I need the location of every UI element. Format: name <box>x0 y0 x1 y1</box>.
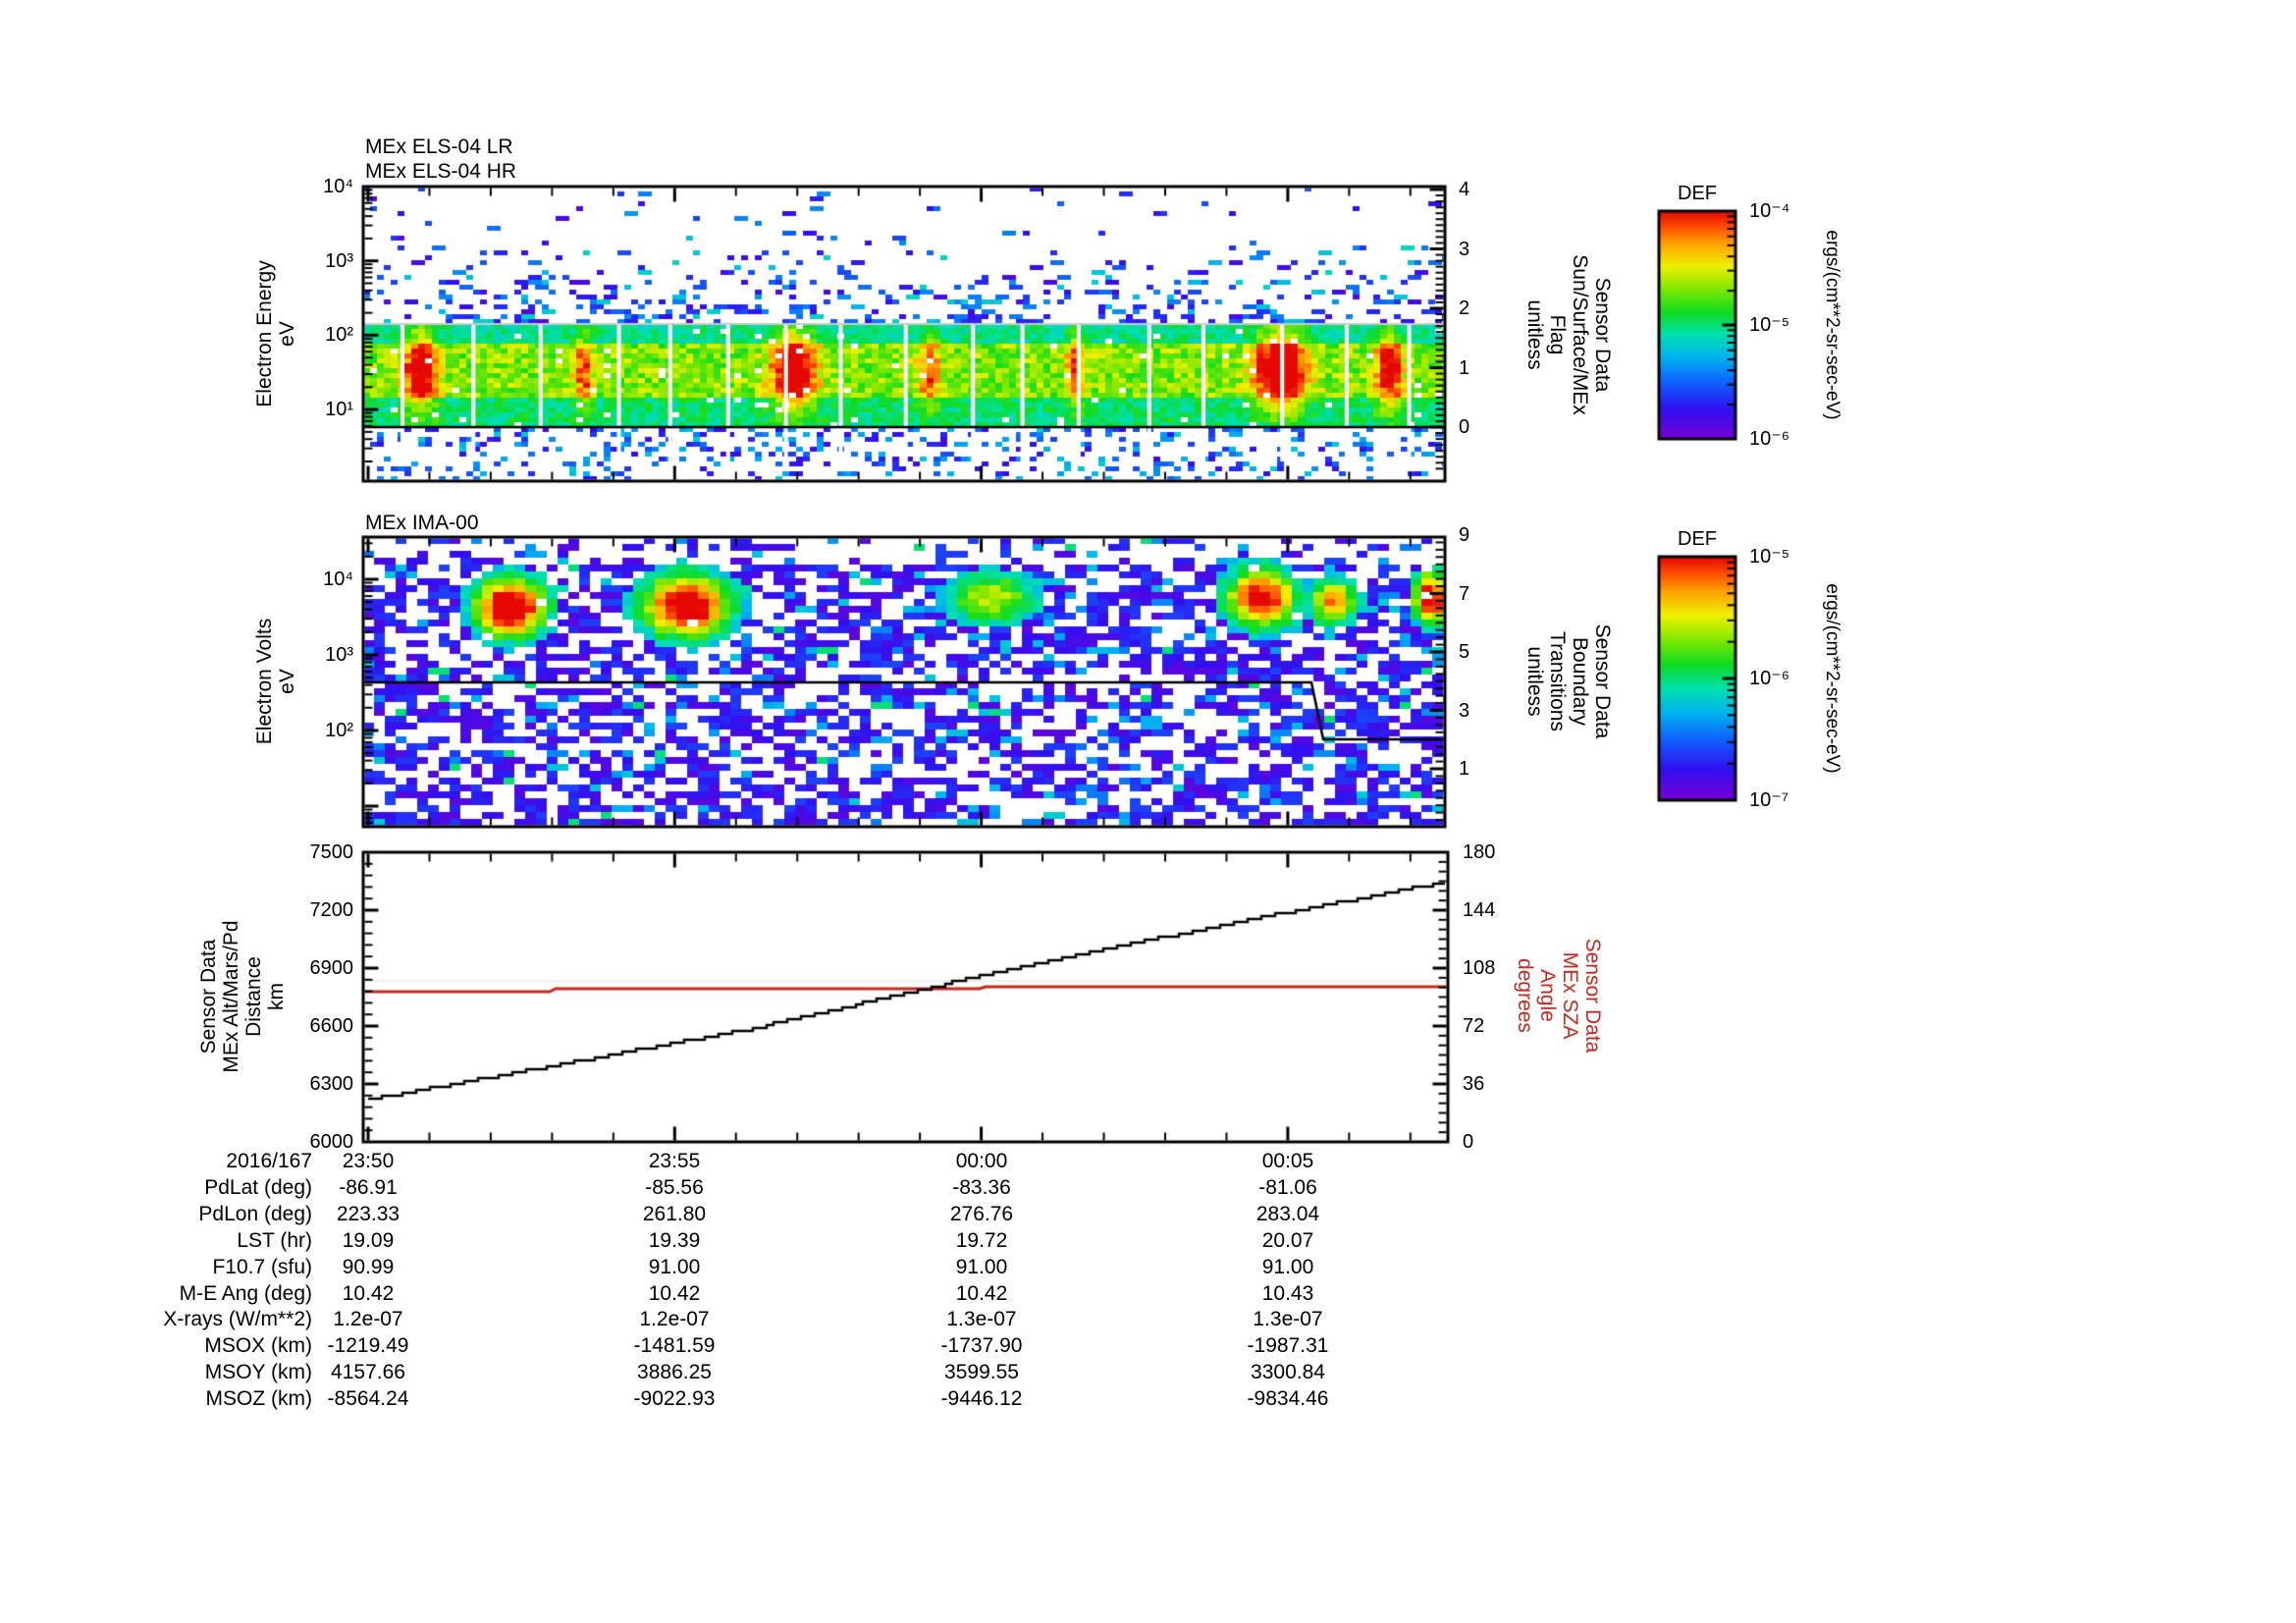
time-tick-label: 23:50 <box>342 1150 395 1172</box>
boundary-tick-label: 1 <box>1459 758 1470 780</box>
y-tick-label: 6300 <box>309 1073 354 1095</box>
table-row-value: 91.00 <box>955 1255 1008 1278</box>
y-tick-label: 10³ <box>325 644 353 666</box>
colorbar1-tick-label: 10⁻⁴ <box>1749 200 1790 222</box>
ima-boundary-axis-label: Sensor Data Boundary Transitions unitles… <box>1523 623 1614 739</box>
y-tick-label: 10³ <box>325 249 353 272</box>
table-row-label: MSOX (km) <box>204 1334 312 1358</box>
table-row-label: PdLat (deg) <box>204 1175 312 1199</box>
table-row-value: 19.39 <box>648 1228 701 1252</box>
colorbar2-tick-label: 10⁻⁵ <box>1749 546 1790 568</box>
table-row-value: 10.42 <box>648 1281 701 1305</box>
colorbar1-tick-label: 10⁻⁶ <box>1749 428 1790 450</box>
ima-title: MEx IMA-00 <box>365 512 479 534</box>
table-row-value: 1.3e-07 <box>946 1308 1017 1331</box>
sza-axis-label: Sensor Data MEx SZA Angle degrees <box>1514 938 1604 1054</box>
y-tick-label: 10² <box>325 720 353 741</box>
table-row-value: 283.04 <box>1255 1202 1320 1225</box>
y-tick-label: 7500 <box>309 841 354 863</box>
flag-tick-label: 0 <box>1459 416 1470 438</box>
table-row-value: -1737.90 <box>940 1334 1023 1358</box>
y-tick-label: 10¹ <box>325 399 353 421</box>
table-row-value: 1.2e-07 <box>333 1308 403 1331</box>
time-tick-label: 00:05 <box>1261 1150 1314 1172</box>
table-row-value: 19.09 <box>342 1228 395 1252</box>
colorbar1-tick-label: 10⁻⁵ <box>1749 314 1790 336</box>
table-row-value: 1.3e-07 <box>1253 1308 1323 1331</box>
table-row-label: MSOY (km) <box>204 1361 312 1384</box>
els-title-hr: MEx ELS-04 HR <box>365 160 517 183</box>
y-tick-label: 10⁴ <box>323 568 353 590</box>
table-row-value: -9446.12 <box>940 1387 1023 1411</box>
boundary-tick-label: 3 <box>1459 699 1470 722</box>
table-row-value: 20.07 <box>1261 1228 1314 1252</box>
table-row-value: -9022.93 <box>633 1387 716 1411</box>
table-row-value: -86.91 <box>339 1175 398 1199</box>
y-tick-label: 6900 <box>309 957 354 979</box>
table-row-value: -83.36 <box>952 1175 1011 1199</box>
sza-tick-label: 0 <box>1463 1131 1474 1153</box>
table-row-value: 1.2e-07 <box>639 1308 710 1331</box>
table-row-value: -85.56 <box>645 1175 704 1199</box>
table-row-value: -8564.24 <box>327 1387 409 1411</box>
table-row-label: MSOZ (km) <box>205 1387 312 1411</box>
table-row-label: F10.7 (sfu) <box>212 1255 312 1278</box>
table-row-value: 4157.66 <box>331 1361 405 1384</box>
table-row-value: 223.33 <box>336 1202 400 1225</box>
table-row-value: 3599.55 <box>944 1361 1019 1384</box>
table-row-value: -1219.49 <box>327 1334 409 1358</box>
flag-tick-label: 3 <box>1459 238 1470 260</box>
table-date-label: 2016/167 <box>226 1150 312 1172</box>
colorbar1-title: DEF <box>1678 183 1717 204</box>
table-row-label: M-E Ang (deg) <box>179 1281 312 1305</box>
table-row-value: 10.42 <box>342 1281 395 1305</box>
alt-y-axis-label: Sensor Data MEx Alt/Mars/Pd Distance km <box>197 920 288 1073</box>
y-tick-label: 6600 <box>309 1015 354 1037</box>
flag-tick-label: 2 <box>1459 298 1470 319</box>
sza-tick-label: 72 <box>1463 1015 1485 1037</box>
sza-tick-label: 36 <box>1463 1073 1485 1095</box>
boundary-tick-label: 7 <box>1459 582 1470 605</box>
table-row-value: -1987.31 <box>1247 1334 1329 1358</box>
y-tick-label: 10² <box>325 324 353 347</box>
els-title-lr: MEx ELS-04 LR <box>365 135 513 158</box>
boundary-tick-label: 5 <box>1459 641 1470 663</box>
els-flag-axis-label: Sensor Data Sun/Surface/MEx Flag unitles… <box>1523 254 1614 415</box>
y-tick-label: 10⁴ <box>323 176 353 197</box>
colorbar2-tick-label: 10⁻⁶ <box>1749 668 1790 689</box>
table-row-value: 276.76 <box>949 1202 1014 1225</box>
y-tick-label: 6000 <box>309 1131 354 1153</box>
y-tick-label: 7200 <box>309 899 354 921</box>
table-row-label: LST (hr) <box>237 1228 312 1252</box>
table-row-label: X-rays (W/m**2) <box>163 1308 312 1331</box>
flag-tick-label: 1 <box>1459 356 1470 379</box>
table-row-value: -81.06 <box>1258 1175 1317 1199</box>
table-row-value: 10.42 <box>955 1281 1008 1305</box>
time-tick-label: 23:55 <box>648 1150 701 1172</box>
table-row-value: 19.72 <box>955 1228 1008 1252</box>
ima-y-axis-label: Electron Volts eV <box>253 618 298 745</box>
table-row-value: 10.43 <box>1261 1281 1314 1305</box>
table-row-value: 261.80 <box>642 1202 707 1225</box>
flag-tick-label: 4 <box>1459 179 1470 200</box>
table-row-value: -9834.46 <box>1247 1387 1329 1411</box>
colorbar2-title: DEF <box>1678 528 1717 550</box>
table-row-value: 3886.25 <box>637 1361 712 1384</box>
table-row-value: 91.00 <box>1261 1255 1314 1278</box>
sza-tick-label: 144 <box>1463 899 1496 921</box>
table-row-value: 3300.84 <box>1251 1361 1325 1384</box>
table-row-value: -1481.59 <box>633 1334 716 1358</box>
sza-tick-label: 108 <box>1463 957 1496 979</box>
colorbar2-tick-label: 10⁻⁷ <box>1749 789 1789 811</box>
table-row-label: PdLon (deg) <box>198 1202 312 1225</box>
sza-tick-label: 180 <box>1463 841 1496 863</box>
table-row-value: 90.99 <box>342 1255 395 1278</box>
boundary-tick-label: 9 <box>1459 524 1470 546</box>
table-row-value: 91.00 <box>648 1255 701 1278</box>
time-tick-label: 00:00 <box>955 1150 1008 1172</box>
